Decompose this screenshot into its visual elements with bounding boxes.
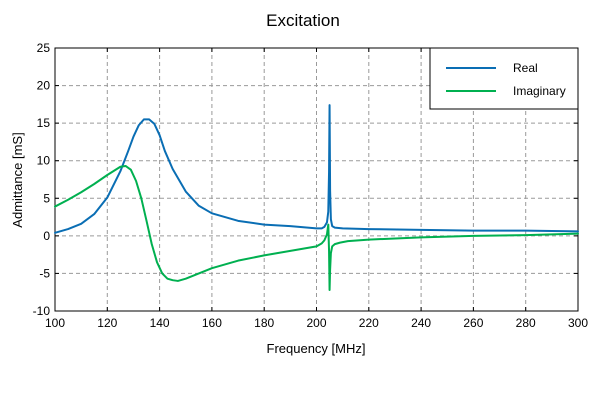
x-tick-label: 200 [306,316,326,330]
legend-box [429,47,579,110]
x-tick-label: 280 [516,316,536,330]
y-tick-label: -10 [33,304,51,318]
x-tick-label: 140 [150,316,170,330]
legend-label-imaginary: Imaginary [513,84,566,98]
x-tick-label: 160 [202,316,222,330]
y-axis-title: Admittance [mS] [10,132,25,227]
series-layer [54,104,579,291]
x-tick-label: 100 [45,316,65,330]
chart-title: Excitation [266,11,340,30]
x-tick-label: 180 [254,316,274,330]
x-axis-title: Frequency [MHz] [267,341,366,356]
y-tick-label: 20 [37,79,51,93]
x-tick-label: 240 [411,316,431,330]
x-tick-label: 220 [359,316,379,330]
y-tick-label: 25 [37,41,51,55]
y-tick-label: 10 [37,154,51,168]
x-tick-label: 300 [568,316,588,330]
x-tick-label: 260 [463,316,483,330]
y-tick-label: 5 [43,191,50,205]
y-tick-label: 15 [37,116,51,130]
series-line-real [54,104,579,234]
axis-ticks: 100 120 140 160 180 200 220 240 260 280 300 -10 -5 0 5… [33,41,589,330]
y-tick-label: -5 [39,266,50,280]
y-tick-label: 0 [43,229,50,243]
series-line-imaginary [54,164,579,291]
legend-label-real: Real [513,61,538,75]
legend: Real Imaginary [429,47,579,110]
x-tick-label: 120 [97,316,117,330]
